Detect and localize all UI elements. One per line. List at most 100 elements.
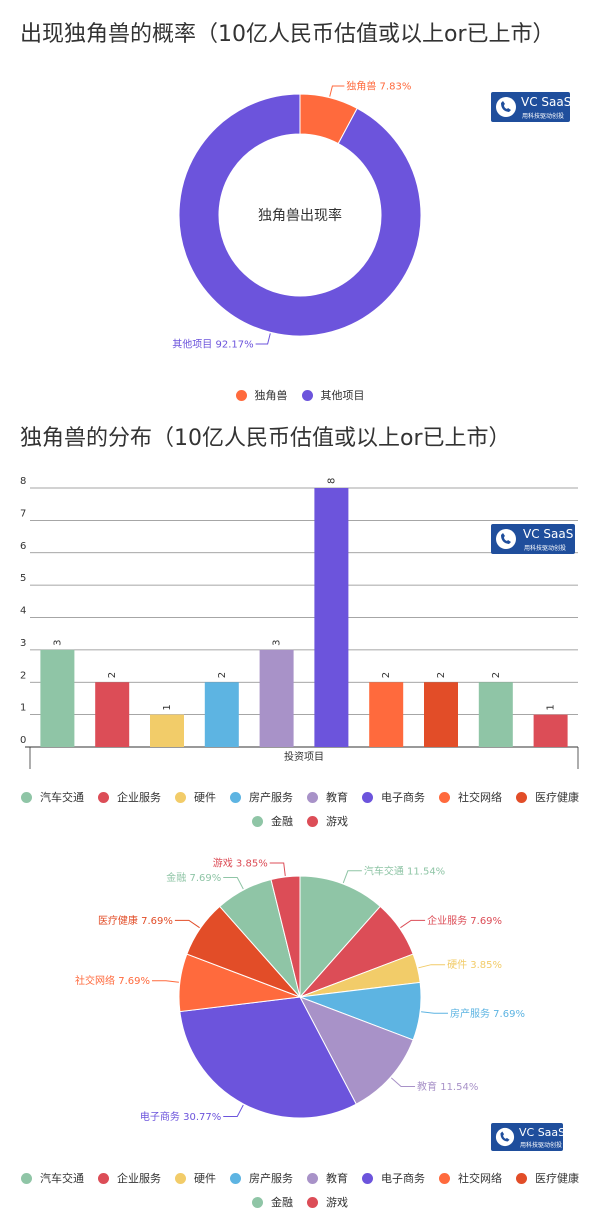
legend-label: 金融 — [271, 1196, 293, 1209]
y-tick-label: 8 — [20, 476, 26, 487]
pie-slice[interactable] — [298, 996, 414, 1105]
slice-label-line — [223, 876, 244, 890]
logo-tagline: 用科技驱动创投 — [522, 113, 565, 120]
slice-label: 硬件 3.85% — [447, 959, 502, 971]
legend-item[interactable]: 企业服务 — [98, 1170, 161, 1186]
legend-item[interactable]: 硬件 — [175, 789, 216, 805]
slice-label: 房产服务 7.69% — [450, 1007, 525, 1020]
bar-value-label: 8 — [326, 478, 337, 484]
legend-marker — [439, 791, 450, 803]
bar[interactable] — [424, 682, 458, 747]
logo-tagline: 用科技驱动创投 — [524, 545, 567, 552]
bar[interactable] — [369, 682, 404, 747]
slice-label: 游戏 3.85% — [213, 856, 268, 869]
y-tick-label: 0 — [20, 735, 26, 746]
slice-label-line — [421, 1011, 449, 1014]
legend-marker — [516, 791, 527, 803]
y-tick-label: 1 — [20, 703, 26, 714]
y-tick-label: 6 — [20, 541, 26, 552]
bar[interactable] — [150, 714, 184, 747]
slice-label-line — [255, 333, 271, 345]
legend-marker — [516, 1172, 527, 1184]
legend-label: 企业服务 — [117, 791, 161, 804]
legend-label: 硬件 — [194, 791, 216, 804]
legend-marker — [307, 1196, 318, 1208]
donut-chart-title: 出现独角兽的概率（10亿人民币估值或以上or已上市） — [20, 22, 555, 47]
bar[interactable] — [478, 682, 513, 747]
phone-icon — [496, 529, 516, 549]
legend-label: 电子商务 — [381, 791, 425, 804]
bar-value-label: 2 — [381, 672, 392, 678]
legend-label: 房产服务 — [249, 791, 293, 804]
y-tick-label: 3 — [20, 638, 26, 649]
legend-item[interactable]: 游戏 — [307, 1194, 348, 1210]
donut-center-label: 独角兽出现率 — [258, 207, 342, 224]
legend-item[interactable]: 汽车交通 — [21, 789, 84, 805]
bar-value-label: 3 — [52, 640, 63, 646]
legend-item[interactable]: 其他项目 — [301, 387, 365, 403]
slice-label: 企业服务 7.69% — [427, 914, 502, 927]
vc-saas-logo: VC SaaS 用科技驱动创投 — [491, 524, 575, 554]
legend-label: 游戏 — [326, 1196, 348, 1209]
legend-item[interactable]: 社交网络 — [439, 1170, 502, 1186]
legend-label: 房产服务 — [249, 1172, 293, 1185]
slice-label-line — [400, 919, 426, 929]
legend-label: 其他项目 — [320, 389, 365, 402]
slice-label-line — [269, 862, 286, 876]
slice-label: 独角兽 7.83% — [346, 80, 411, 93]
logo-brand: VC SaaS — [519, 1126, 566, 1139]
bar-legend: 汽车交通 企业服务 硬件 房产服务 教育 电子商务 社交网络 医疗健康金融 游戏 — [0, 789, 600, 829]
legend-item[interactable]: 汽车交通 — [21, 1170, 84, 1186]
bar[interactable] — [259, 649, 294, 747]
legend-item[interactable]: 社交网络 — [439, 789, 502, 805]
logo-brand: VC SaaS — [521, 95, 572, 109]
legend-item[interactable]: 医疗健康 — [516, 1170, 579, 1186]
legend-label: 硬件 — [194, 1172, 216, 1185]
legend-item[interactable]: 电子商务 — [362, 789, 425, 805]
donut-legend: 独角兽 其他项目 — [0, 387, 600, 403]
legend-label: 社交网络 — [458, 791, 502, 804]
legend-item[interactable]: 金融 — [252, 813, 293, 829]
legend-item[interactable]: 房产服务 — [230, 789, 293, 805]
pie-chart: 汽车交通 11.54% 企业服务 7.69% 硬件 3.85% 房产服务 7.69% 教… — [75, 856, 525, 1123]
phone-icon — [495, 1127, 515, 1147]
logo-tagline: 用科技驱动创投 — [520, 1142, 563, 1149]
bar[interactable] — [314, 488, 349, 747]
bar[interactable] — [204, 682, 239, 747]
legend-marker — [98, 1172, 109, 1184]
legend-label: 教育 — [326, 1172, 348, 1185]
legend-item[interactable]: 教育 — [307, 789, 348, 805]
bar[interactable] — [533, 714, 568, 747]
legend-item[interactable]: 医疗健康 — [516, 789, 579, 805]
slice-label: 医疗健康 7.69% — [98, 914, 173, 927]
legend-item[interactable]: 独角兽 — [235, 387, 288, 403]
legend-label: 汽车交通 — [40, 791, 84, 804]
slice-label-line — [174, 919, 200, 929]
legend-label: 社交网络 — [458, 1172, 502, 1185]
bar[interactable] — [40, 649, 75, 747]
legend-item[interactable]: 游戏 — [307, 813, 348, 829]
bar[interactable] — [95, 682, 130, 747]
legend-marker — [230, 1172, 241, 1184]
legend-item[interactable]: 金融 — [252, 1194, 293, 1210]
legend-item[interactable]: 教育 — [307, 1170, 348, 1186]
slice-label: 其他项目 92.17% — [172, 337, 253, 350]
legend-item[interactable]: 企业服务 — [98, 789, 161, 805]
legend-marker — [21, 1172, 32, 1184]
legend-label: 游戏 — [326, 815, 348, 828]
pie-slice[interactable] — [178, 93, 422, 337]
legend-marker — [252, 1196, 263, 1208]
pie-slice[interactable] — [299, 875, 381, 999]
legend-item[interactable]: 硬件 — [175, 1170, 216, 1186]
y-tick-label: 4 — [20, 606, 26, 617]
legend-item[interactable]: 房产服务 — [230, 1170, 293, 1186]
slice-label-line — [342, 870, 362, 884]
slice-label: 教育 11.54% — [417, 1080, 478, 1093]
bar-value-label: 2 — [491, 672, 502, 678]
legend-marker — [362, 1172, 373, 1184]
pie-slice[interactable] — [270, 875, 301, 998]
legend-marker — [21, 791, 32, 803]
pie-slice[interactable] — [179, 996, 357, 1119]
y-tick-label: 7 — [20, 508, 26, 519]
legend-item[interactable]: 电子商务 — [362, 1170, 425, 1186]
